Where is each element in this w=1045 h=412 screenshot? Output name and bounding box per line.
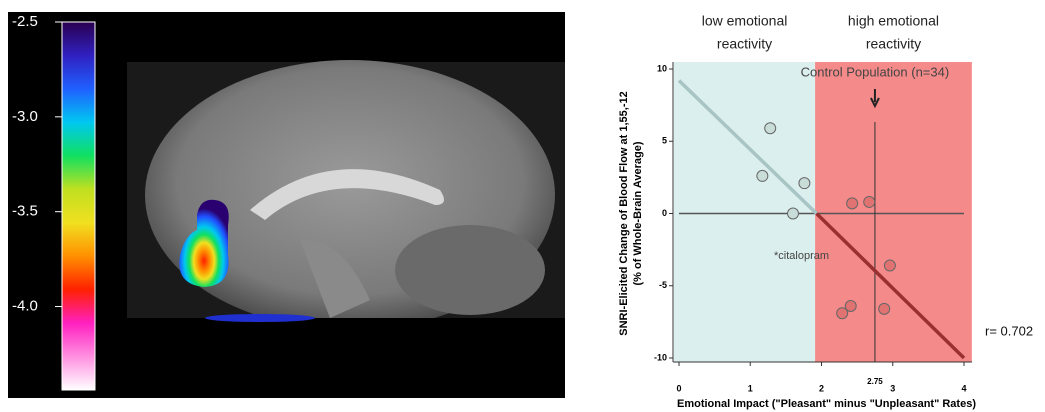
annotation-r: r= 0.702 (985, 323, 1033, 338)
y-tick-label: -5 (659, 280, 667, 290)
x-tick-label: 2 (819, 383, 824, 393)
y-tick-label: 0 (662, 208, 667, 218)
region-label: reactivity (717, 36, 772, 52)
data-point (847, 198, 858, 209)
scan-crop (127, 318, 565, 348)
data-point (884, 260, 895, 271)
data-point (757, 170, 768, 181)
cerebellum (395, 225, 545, 315)
colorbar-tick-label: -4.0 (12, 298, 38, 315)
x-axis-label: Emotional Impact ("Pleasant" minus "Unpl… (677, 398, 976, 410)
y-tick-label: 10 (657, 63, 667, 73)
reference-vline-label: 2.75 (867, 377, 883, 386)
x-tick-label: 1 (748, 383, 753, 393)
colorbar-tick-label: -3.5 (12, 203, 38, 220)
region-label: reactivity (866, 36, 921, 52)
data-point (765, 123, 776, 134)
annotation-citalopram: *citalopram (774, 250, 829, 262)
scatter-panel: low emotional reactivity high emotional rea… (618, 13, 1033, 410)
x-tick-label: 3 (890, 383, 895, 393)
x-tick-label: 4 (961, 383, 966, 393)
brain-panel (8, 12, 565, 398)
region-label: low emotional (702, 13, 788, 29)
data-point (799, 178, 810, 189)
colorbar-tick-label: -3.0 (12, 108, 38, 125)
data-point (837, 308, 848, 319)
y-axis-label: (% of Whole-Brain Average) (632, 141, 644, 285)
y-tick-label: -10 (654, 352, 667, 362)
y-tick-label: 5 (662, 136, 667, 146)
region-label: high emotional (848, 13, 939, 29)
figure: low emotional reactivity high emotional rea… (0, 0, 1045, 412)
colorbar (62, 22, 95, 390)
blob-edge (205, 314, 315, 322)
y-axis-label: SNRI-Elicited Change of Blood Flow at 1,… (618, 91, 630, 335)
annotation-control: Control Population (n=34) (801, 64, 950, 79)
data-point (864, 196, 875, 207)
data-point (879, 303, 890, 314)
data-point (788, 208, 799, 219)
colorbar-tick-label: -2.5 (12, 13, 38, 30)
x-tick-label: 0 (676, 383, 681, 393)
